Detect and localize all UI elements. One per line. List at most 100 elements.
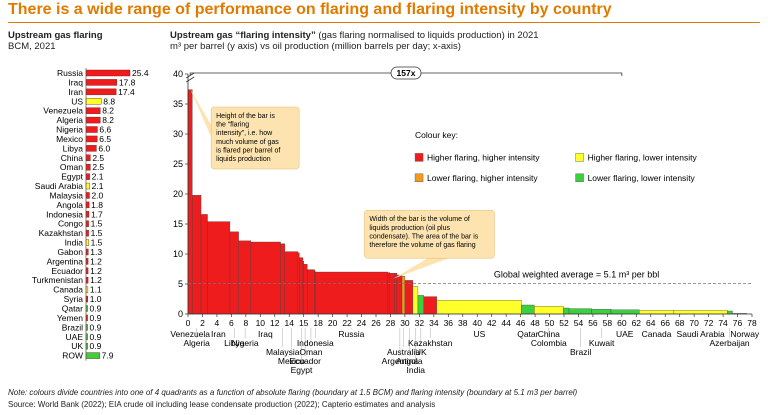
intensity-bar	[238, 240, 252, 315]
country-label: India	[407, 365, 426, 375]
bar-value-label: 0.9	[90, 332, 102, 342]
bar-category-label: Kazakhstan	[39, 228, 84, 238]
x-tick-label: 62	[632, 318, 642, 328]
average-label: Global weighted average = 5.1 m³ per bbl	[494, 269, 659, 279]
bar-category-label: Yemen	[57, 313, 83, 323]
x-tick-label: 8	[243, 318, 248, 328]
x-tick-label: 48	[530, 318, 540, 328]
bar-category-label: Argentina	[47, 256, 84, 266]
x-tick-label: 66	[660, 318, 670, 328]
country-label: Libya	[224, 338, 245, 348]
bar-value-label: 1.1	[90, 285, 102, 295]
x-tick-label: 46	[516, 318, 526, 328]
country-label: UK	[415, 347, 427, 357]
x-tick-label: 10	[256, 318, 266, 328]
intensity-bar	[207, 221, 231, 315]
intensity-bar	[303, 264, 308, 315]
intensity-bar	[394, 273, 398, 315]
country-label: Australia	[387, 347, 420, 357]
country-label: Angola	[396, 356, 423, 366]
colour-key-swatch	[575, 173, 584, 183]
y-tick-label: 5	[178, 279, 183, 289]
bar-value-label: 2.0	[91, 190, 103, 200]
bar-category-label: US	[71, 96, 83, 106]
right-chart-unit: m³ per barrel (y axis) vs oil production…	[170, 41, 461, 52]
callout-text: is flared per barrel of	[216, 147, 280, 154]
country-label: Mexico	[278, 356, 305, 366]
bar-category-label: Algeria	[57, 115, 84, 125]
x-tick-label: 68	[675, 318, 685, 328]
colour-key-label: Lower flaring, higher intensity	[427, 173, 538, 183]
callout-text: condensate). The area of the bar is	[369, 233, 478, 240]
country-label: Iraq	[258, 329, 273, 339]
x-tick-label: 15	[299, 318, 309, 328]
bar-category-label: Indonesia	[46, 209, 83, 219]
bar-category-label: Syria	[64, 294, 84, 304]
bar-category-label: Malaysia	[49, 190, 83, 200]
x-tick-label: 56	[588, 318, 598, 328]
bar-category-label: India	[65, 238, 84, 248]
x-tick-label: 44	[501, 318, 511, 328]
bar-value-label: 1.2	[90, 275, 102, 285]
bar-category-label: Mexico	[56, 134, 83, 144]
bar-category-label: Iraq	[68, 77, 83, 87]
intensity-bar	[280, 243, 286, 315]
bar-category-label: Saudi Arabia	[35, 181, 83, 191]
bar-value-label: 25.4	[132, 68, 149, 78]
intensity-bar	[396, 274, 403, 315]
colour-key-label: Higher flaring, lower intensity	[588, 152, 698, 162]
x-tick-label: 26	[371, 318, 381, 328]
callout-text: much volume of gas	[216, 139, 279, 146]
right-chart-title: Upstream gas “flaring intensity” (gas fl…	[170, 30, 539, 41]
intensity-bar	[423, 296, 437, 315]
bar-value-label: 2.1	[92, 172, 104, 182]
bar-value-label: 1.2	[90, 266, 102, 276]
x-tick-label: 28	[386, 318, 396, 328]
bar-category-label: Qatar	[62, 304, 83, 314]
x-tick-label: 76	[733, 318, 743, 328]
intensity-bar	[307, 269, 315, 315]
x-tick-label: 30	[400, 318, 410, 328]
height-callout: Height of the bar is the “flaringintensit…	[190, 89, 300, 170]
country-label: Colombia	[531, 338, 567, 348]
intensity-bar	[187, 89, 193, 315]
right-chart-title-rest: (gas flaring normalised to liquids produ…	[315, 30, 539, 41]
x-tick-label: 74	[718, 318, 728, 328]
bar-category-label: Egypt	[61, 172, 83, 182]
left-chart-title: Upstream gas flaring	[8, 30, 103, 41]
break-label: 157x	[397, 68, 416, 78]
country-label: Kuwait	[589, 338, 615, 348]
callout-box	[210, 106, 300, 170]
y-tick-label: 35	[173, 99, 183, 109]
intensity-bar	[401, 276, 406, 315]
callout-tail	[393, 254, 460, 279]
bar-category-label: China	[61, 153, 83, 163]
intensity-bar	[284, 251, 299, 315]
title-rule	[8, 22, 760, 23]
bar-value-label: 1.7	[91, 209, 103, 219]
bar-category-label: Iran	[68, 87, 83, 97]
left-chart-unit: BCM, 2021	[8, 41, 56, 52]
bar-category-label: UK	[71, 341, 83, 351]
right-chart-title-bold: Upstream gas “flaring intensity”	[170, 30, 316, 41]
bar-value-label: 2.5	[92, 162, 104, 172]
intensity-bar	[315, 271, 388, 315]
bar-category-label: Turkmenistan	[32, 275, 83, 285]
x-tick-label: 14	[284, 318, 294, 328]
x-tick-label: 52	[559, 318, 569, 328]
intensity-bar	[521, 304, 535, 315]
country-label: Egypt	[291, 365, 313, 375]
x-tick-label: 12	[270, 318, 280, 328]
bar-category-label: Gabon	[57, 247, 83, 257]
x-tick-label: 6	[229, 318, 234, 328]
bar-value-label: 6.5	[99, 134, 111, 144]
colour-key-swatch	[414, 153, 424, 162]
bar-category-label: UAE	[66, 332, 84, 342]
intensity-bar	[250, 241, 281, 315]
intensity-bar	[417, 295, 424, 315]
country-label: Argentina	[382, 356, 419, 366]
intensity-bar	[387, 272, 390, 315]
y-tick-label: 0	[178, 309, 183, 319]
bar-value-label: 1.5	[91, 228, 103, 238]
x-tick-label: 34	[429, 318, 439, 328]
